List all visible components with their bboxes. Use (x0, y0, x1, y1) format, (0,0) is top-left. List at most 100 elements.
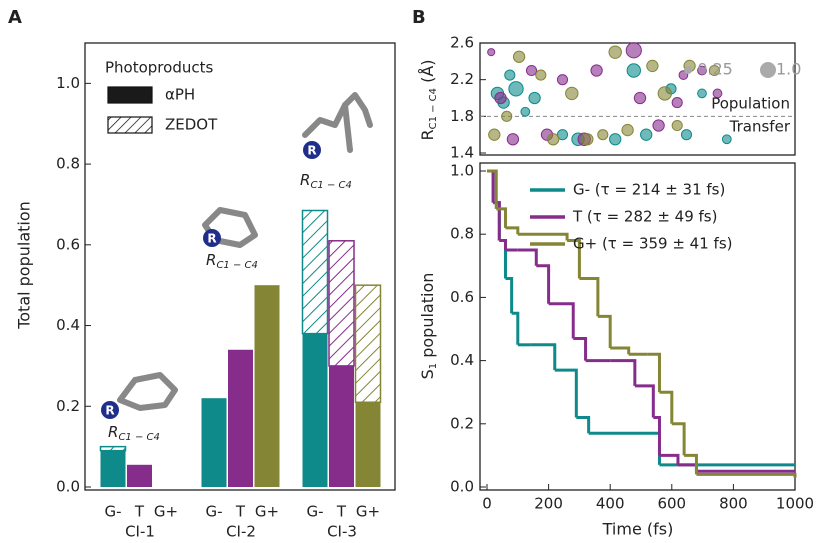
step-segment (589, 433, 660, 465)
bubble (536, 70, 546, 80)
bubble (557, 75, 567, 85)
x-tick-label: 1000 (776, 495, 814, 513)
bubble (526, 65, 536, 75)
atom-label: R (207, 232, 216, 246)
y-label-rest: population (418, 273, 437, 363)
step-segment (487, 171, 496, 209)
aph-bar (228, 350, 253, 487)
bubble (548, 134, 559, 145)
bubble (610, 134, 621, 145)
x-tick-label: G+ (255, 503, 279, 521)
bubble (521, 107, 530, 116)
group-label: CI-2 (226, 523, 256, 541)
x-tick-label: T (235, 503, 246, 521)
y-tick-label: 1.8 (450, 107, 474, 125)
step-segment (512, 313, 518, 345)
step-segment (505, 278, 511, 313)
step-segment (610, 348, 628, 354)
zedot-bar (101, 447, 126, 451)
annotation-sub: C1 − C4 (310, 180, 351, 191)
aph-bar (255, 285, 280, 487)
step-segment (678, 465, 696, 471)
bubble (609, 46, 621, 58)
y-tick-label: 0.6 (450, 288, 474, 306)
step-segment (536, 266, 548, 304)
step-segment (496, 209, 505, 228)
y-tick-label: 1.4 (450, 144, 474, 162)
step-segment (696, 474, 795, 477)
aph-bar (101, 451, 126, 487)
atom-label: R (105, 404, 114, 418)
bubble (722, 135, 731, 144)
legend-label: G- (τ = 214 ± 31 fs) (573, 181, 725, 199)
step-segment (672, 424, 684, 456)
bubble (698, 89, 707, 98)
bubble (653, 120, 664, 131)
aph-bar (127, 465, 152, 487)
bubble (647, 60, 658, 71)
size-legend-marker (684, 66, 692, 74)
x-tick-label: G+ (356, 503, 380, 521)
bubble (672, 98, 682, 108)
y-tick-label: 1.0 (56, 74, 80, 92)
step-segment (499, 241, 505, 250)
y-tick-label: 0.4 (450, 351, 474, 369)
group-label: CI-1 (125, 523, 155, 541)
step-segment (505, 228, 517, 234)
legend-title: Photoproducts (105, 59, 213, 77)
step-segment (518, 234, 567, 240)
bubble (598, 130, 608, 140)
step-segment (530, 345, 555, 370)
step-segment (576, 417, 588, 433)
x-tick-label: 600 (657, 495, 686, 513)
group-label: CI-3 (327, 523, 357, 541)
step-segment (487, 171, 493, 203)
aph-bar (329, 366, 354, 487)
figure: A B 0.00.20.40.60.81.0Total populationG-… (0, 0, 818, 543)
step-segment (579, 278, 597, 316)
step-segment (598, 316, 610, 348)
bubble (627, 64, 640, 77)
y-tick-label: 2.6 (450, 34, 474, 52)
bubble (529, 92, 540, 103)
bubble (489, 129, 500, 140)
y-tick-label: 0.6 (56, 235, 80, 253)
y-tick-label: 0.8 (56, 155, 80, 173)
annotation: RC1 − C4 (300, 171, 352, 192)
annotation: RC1 − C4 (108, 423, 160, 444)
size-legend-marker (760, 62, 776, 78)
step-segment (659, 392, 671, 424)
annotation-sub: C1 − C4 (216, 260, 257, 271)
bubble (505, 70, 515, 80)
zedot-bar (303, 211, 328, 334)
legend-swatch (108, 87, 152, 103)
bubble (658, 87, 671, 100)
x-tick-label: T (336, 503, 347, 521)
bubble (495, 92, 506, 103)
x-tick-label: T (134, 503, 145, 521)
y-tick-label: 0.2 (56, 397, 80, 415)
bubble (634, 92, 645, 103)
y-axis-label: S1 population (418, 273, 440, 380)
y-label-main: S (418, 369, 437, 379)
bubble (502, 111, 512, 121)
zedot-bar (356, 285, 381, 402)
aph-bar (356, 402, 381, 487)
y-tick-label: 0.8 (450, 225, 474, 243)
x-tick-label: 0 (482, 495, 492, 513)
x-tick-label: G- (104, 503, 121, 521)
zedot-bar (329, 241, 354, 366)
y-axis-label: RC1 − C4 (Å) (418, 59, 440, 140)
y-tick-label: 0.0 (56, 478, 80, 496)
y-label-sub: C1 − C4 (428, 88, 439, 129)
bubble (509, 82, 523, 96)
bubble (507, 134, 518, 145)
legend-swatch (108, 117, 152, 133)
step-segment (555, 370, 577, 417)
legend-label: G+ (τ = 359 ± 41 fs) (573, 235, 733, 253)
legend-label: αPH (165, 86, 195, 104)
y-tick-label: 0.2 (450, 414, 474, 432)
panel-label: B (412, 7, 426, 28)
aph-bar (303, 334, 328, 487)
annotation-main: R (108, 423, 118, 441)
